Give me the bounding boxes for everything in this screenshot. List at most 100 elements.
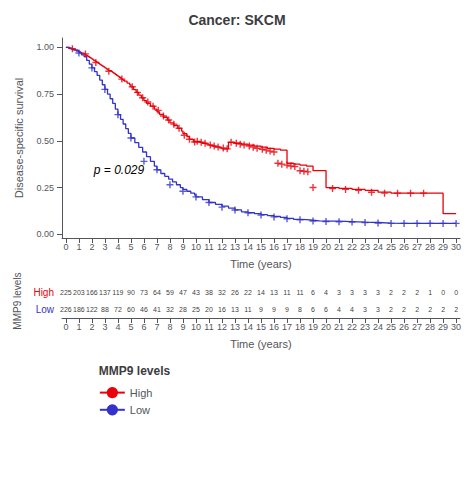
svg-text:14: 14 [257, 289, 265, 296]
svg-text:12: 12 [217, 242, 227, 252]
svg-text:2: 2 [89, 322, 94, 332]
svg-text:24: 24 [373, 242, 383, 252]
svg-text:88: 88 [101, 306, 109, 313]
svg-text:5: 5 [128, 242, 133, 252]
svg-text:High: High [33, 287, 54, 298]
svg-text:22: 22 [244, 289, 252, 296]
svg-text:2: 2 [454, 306, 458, 313]
svg-text:Low: Low [130, 404, 150, 416]
svg-text:3: 3 [363, 306, 367, 313]
svg-text:2: 2 [415, 306, 419, 313]
svg-text:Low: Low [36, 304, 55, 315]
svg-text:13: 13 [231, 306, 239, 313]
svg-text:14: 14 [243, 322, 253, 332]
svg-text:22: 22 [347, 242, 357, 252]
svg-text:27: 27 [412, 322, 422, 332]
svg-text:122: 122 [86, 306, 98, 313]
svg-text:10: 10 [191, 242, 201, 252]
svg-text:3: 3 [350, 289, 354, 296]
svg-text:23: 23 [360, 242, 370, 252]
svg-text:17: 17 [282, 322, 292, 332]
svg-text:Time (years): Time (years) [230, 338, 291, 350]
svg-text:0.00: 0.00 [36, 229, 54, 239]
svg-text:9: 9 [285, 306, 289, 313]
svg-text:22: 22 [347, 322, 357, 332]
svg-text:21: 21 [334, 322, 344, 332]
svg-text:18: 18 [295, 242, 305, 252]
svg-text:2: 2 [389, 306, 393, 313]
svg-text:2: 2 [441, 306, 445, 313]
svg-text:13: 13 [230, 242, 240, 252]
svg-text:2: 2 [389, 289, 393, 296]
svg-text:3: 3 [376, 289, 380, 296]
svg-text:137: 137 [99, 289, 111, 296]
svg-text:25: 25 [192, 306, 200, 313]
svg-text:28: 28 [425, 242, 435, 252]
svg-text:High: High [130, 387, 153, 399]
svg-text:43: 43 [192, 289, 200, 296]
svg-text:13: 13 [230, 322, 240, 332]
svg-text:30: 30 [451, 242, 461, 252]
svg-text:Cancer: SKCM: Cancer: SKCM [188, 12, 285, 28]
svg-text:38: 38 [205, 289, 213, 296]
svg-text:9: 9 [272, 306, 276, 313]
svg-text:1: 1 [428, 289, 432, 296]
svg-text:0: 0 [63, 242, 68, 252]
svg-text:29: 29 [438, 242, 448, 252]
svg-text:1: 1 [76, 242, 81, 252]
svg-text:18: 18 [295, 322, 305, 332]
svg-text:25: 25 [386, 322, 396, 332]
svg-text:1.00: 1.00 [36, 42, 54, 52]
svg-text:p = 0.029: p = 0.029 [93, 163, 145, 177]
svg-text:15: 15 [256, 242, 266, 252]
svg-text:16: 16 [269, 242, 279, 252]
svg-text:6: 6 [311, 306, 315, 313]
svg-text:20: 20 [321, 322, 331, 332]
svg-text:16: 16 [218, 306, 226, 313]
svg-text:9: 9 [259, 306, 263, 313]
svg-text:46: 46 [140, 306, 148, 313]
svg-text:11: 11 [204, 242, 213, 252]
svg-text:64: 64 [153, 289, 161, 296]
svg-text:3: 3 [376, 306, 380, 313]
svg-text:3: 3 [102, 242, 107, 252]
svg-text:30: 30 [451, 322, 461, 332]
svg-text:19: 19 [308, 322, 318, 332]
svg-text:0.75: 0.75 [36, 89, 54, 99]
svg-text:41: 41 [153, 306, 161, 313]
svg-text:9: 9 [180, 322, 185, 332]
svg-text:73: 73 [140, 289, 148, 296]
svg-text:26: 26 [399, 322, 409, 332]
svg-text:27: 27 [412, 242, 422, 252]
svg-text:32: 32 [166, 306, 174, 313]
svg-text:8: 8 [167, 322, 172, 332]
svg-text:11: 11 [204, 322, 213, 332]
svg-text:2: 2 [415, 289, 419, 296]
svg-text:6: 6 [141, 322, 146, 332]
svg-text:26: 26 [231, 289, 239, 296]
svg-text:3: 3 [337, 289, 341, 296]
svg-text:47: 47 [179, 289, 187, 296]
svg-text:3: 3 [363, 289, 367, 296]
svg-text:16: 16 [269, 322, 279, 332]
svg-text:20: 20 [321, 242, 331, 252]
svg-text:26: 26 [399, 242, 409, 252]
svg-text:10: 10 [191, 322, 201, 332]
svg-text:6: 6 [311, 289, 315, 296]
svg-text:4: 4 [115, 322, 120, 332]
svg-text:0.50: 0.50 [36, 136, 54, 146]
svg-text:203: 203 [73, 289, 85, 296]
svg-text:Disease-specific survival: Disease-specific survival [13, 78, 25, 198]
svg-text:19: 19 [308, 242, 318, 252]
svg-text:1: 1 [76, 322, 81, 332]
svg-text:90: 90 [127, 289, 135, 296]
svg-text:13: 13 [270, 289, 278, 296]
svg-text:6: 6 [324, 306, 328, 313]
svg-text:4: 4 [115, 242, 120, 252]
svg-text:0: 0 [454, 289, 458, 296]
svg-text:8: 8 [167, 242, 172, 252]
svg-text:4: 4 [337, 306, 341, 313]
svg-text:2: 2 [428, 306, 432, 313]
svg-text:8: 8 [298, 306, 302, 313]
svg-text:60: 60 [127, 306, 135, 313]
